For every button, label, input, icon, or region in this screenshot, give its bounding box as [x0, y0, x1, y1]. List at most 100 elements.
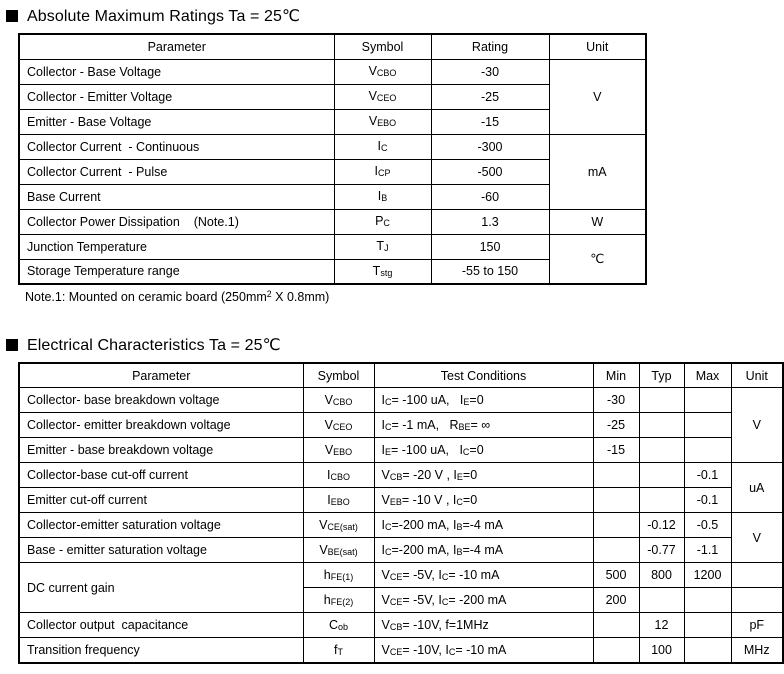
typ-cell: [638, 487, 685, 514]
unit-cell: V: [730, 387, 784, 464]
unit-cell: pF: [730, 612, 784, 639]
symbol-cell: IEBO: [302, 487, 375, 514]
symbol-cell: VCBO: [333, 58, 432, 85]
table-row: DC current gain hFE(1) VCE= -5V, IC= -10…: [18, 562, 784, 614]
column-header-symbol: Symbol: [302, 362, 375, 389]
table-row: Emitter - base breakdown voltage VEBO IE…: [18, 437, 783, 464]
parameter-cell: Collector Power Dissipation (Note.1): [18, 208, 335, 235]
parameter-cell: Collector-base cut-off current: [18, 462, 304, 489]
symbol-cell: hFE(2): [302, 587, 375, 614]
parameter-cell: Base - emitter saturation voltage: [18, 537, 304, 564]
unit-cell: mA: [548, 133, 647, 210]
unit-cell: MHz: [730, 637, 784, 664]
max-cell: [683, 412, 732, 439]
electrical-characteristics-section: Electrical Characteristics Ta = 25℃ Para…: [0, 335, 784, 664]
unit-cell: V: [730, 512, 784, 564]
symbol-cell: IB: [333, 183, 432, 210]
conditions-cell: VCE= -5V, IC= -200 mA: [373, 587, 594, 614]
section-bullet-icon: [6, 10, 18, 22]
min-cell: -15: [592, 437, 640, 464]
typ-cell: [638, 387, 685, 414]
column-header-parameter: Parameter: [18, 362, 304, 389]
max-cell: [683, 587, 732, 614]
min-cell: [592, 462, 640, 489]
table-row: Storage Temperature range Tstg -55 to 15…: [18, 258, 646, 285]
parameter-cell: Base Current: [18, 183, 335, 210]
parameter-cell: Transition frequency: [18, 637, 304, 664]
datasheet-page: Absolute Maximum Ratings Ta = 25℃ Parame…: [0, 6, 784, 664]
table-row: Collector- base breakdown voltage VCBO I…: [18, 387, 784, 464]
max-cell: [683, 612, 732, 639]
symbol-cell: hFE(1): [302, 562, 375, 589]
column-header-symbol: Symbol: [333, 33, 432, 60]
parameter-cell: DC current gain: [18, 562, 304, 614]
table-header-row: Parameter Symbol Test Conditions Min Typ…: [18, 362, 784, 389]
table-note: Note.1: Mounted on ceramic board (250mm2…: [25, 289, 330, 304]
rating-cell: 1.3: [430, 208, 550, 235]
table-row: hFE(2) VCE= -5V, IC= -200 mA 200: [19, 587, 784, 614]
parameter-cell: Emitter - base breakdown voltage: [18, 437, 304, 464]
max-cell: -0.1: [683, 487, 732, 514]
parameter-cell: Emitter - Base Voltage: [18, 108, 335, 135]
conditions-cell: VCB= -10V, f=1MHz: [373, 612, 594, 639]
table-row: Emitter - Base Voltage VEBO -15: [18, 108, 646, 135]
parameter-cell: Collector- base breakdown voltage: [18, 387, 304, 414]
column-header-min: Min: [592, 362, 640, 389]
symbol-cell: IC: [333, 133, 432, 160]
column-header-unit: Unit: [730, 362, 784, 389]
symbol-cell: Tstg: [333, 258, 432, 285]
typ-cell: -0.77: [638, 537, 685, 564]
symbol-cell: VCE(sat): [302, 512, 375, 539]
unit-cell: [730, 587, 784, 614]
column-header-max: Max: [683, 362, 732, 389]
conditions-cell: IC=-200 mA, IB=-4 mA: [373, 537, 594, 564]
unit-cell: ℃: [548, 233, 647, 285]
symbol-cell: VEBO: [302, 437, 375, 464]
typ-cell: -0.12: [638, 512, 685, 539]
rating-cell: -30: [430, 58, 550, 85]
typ-cell: 12: [638, 612, 685, 639]
table-row: Collector Power Dissipation (Note.1) PC …: [18, 208, 647, 235]
parameter-cell: Emitter cut-off current: [18, 487, 304, 514]
table-row: Emitter cut-off current IEBO VEB= -10 V …: [18, 487, 783, 514]
max-cell: -0.1: [683, 462, 732, 489]
conditions-cell: IC= -100 uA, IE=0: [373, 387, 594, 414]
min-cell: -30: [592, 387, 640, 414]
min-cell: [592, 512, 640, 539]
section-bullet-icon: [6, 338, 18, 351]
conditions-cell: IC= -1 mA, RBE= ∞: [373, 412, 594, 439]
symbol-cell: ICP: [333, 158, 432, 185]
min-cell: [592, 637, 640, 664]
table-row: Collector- emitter breakdown voltage VCE…: [18, 412, 783, 439]
table-row: Collector output capacitance Cob VCB= -1…: [18, 612, 784, 639]
conditions-cell: IE= -100 uA, IC=0: [373, 437, 594, 464]
section-title-text: Absolute Maximum Ratings Ta = 25℃: [27, 8, 301, 25]
parameter-cell: Collector Current - Pulse: [18, 158, 335, 185]
table-row: Transition frequency fT VCE= -10V, IC= -…: [18, 637, 784, 664]
max-cell: -0.5: [683, 512, 732, 539]
table-row: Base - emitter saturation voltage VBE(sa…: [18, 537, 783, 564]
min-cell: 500: [592, 562, 640, 589]
absolute-maximum-ratings-section: Absolute Maximum Ratings Ta = 25℃ Parame…: [0, 6, 784, 304]
typ-cell: [638, 462, 685, 489]
table-row: Collector Current - Continuous IC -300 m…: [18, 133, 647, 210]
rating-cell: -25: [430, 83, 550, 110]
rating-cell: -500: [430, 158, 550, 185]
conditions-cell: VCE= -10V, IC= -10 mA: [373, 637, 594, 664]
symbol-cell: VCBO: [302, 387, 375, 414]
rating-cell: -15: [430, 108, 550, 135]
table-row: Collector-base cut-off current ICBO VCB=…: [18, 462, 784, 514]
conditions-cell: VCE= -5V, IC= -10 mA: [373, 562, 594, 589]
max-cell: 1200: [683, 562, 732, 589]
symbol-cell: VEBO: [333, 108, 432, 135]
typ-cell: [638, 587, 685, 614]
max-cell: -1.1: [683, 537, 732, 564]
max-cell: [683, 387, 732, 414]
electrical-table: Parameter Symbol Test Conditions Min Typ…: [18, 361, 784, 664]
min-cell: -25: [592, 412, 640, 439]
section-title-text: Electrical Characteristics Ta = 25℃: [27, 336, 281, 354]
rating-cell: 150: [430, 233, 550, 260]
rating-cell: -300: [430, 133, 550, 160]
max-cell: [683, 637, 732, 664]
table-header-row: Parameter Symbol Rating Unit: [18, 33, 647, 60]
